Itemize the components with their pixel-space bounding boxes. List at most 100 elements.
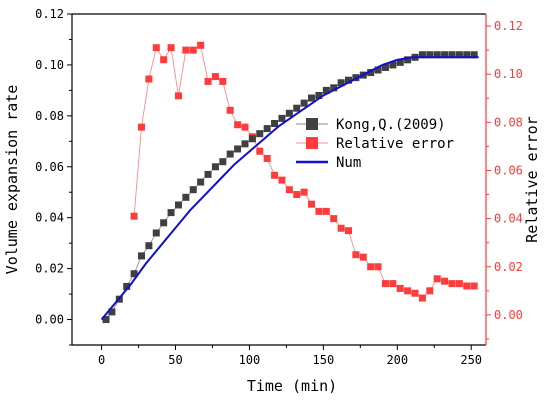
kong-point bbox=[322, 86, 330, 94]
relative-error-point bbox=[344, 227, 352, 235]
relative-error-point bbox=[285, 186, 293, 194]
kong-point bbox=[130, 270, 138, 278]
relative-error-point bbox=[145, 75, 153, 83]
axes: 0 50 100 150 200 250 0.00 0.02 0.04 0.06 0.08 0.10 0… bbox=[35, 7, 523, 367]
kong-point bbox=[337, 79, 345, 87]
y-left-tick-label: 0.02 bbox=[35, 262, 64, 276]
kong-point bbox=[234, 145, 242, 153]
relative-error-point bbox=[352, 251, 360, 259]
kong-point bbox=[374, 66, 382, 74]
kong-point bbox=[381, 63, 389, 71]
relative-error-point bbox=[130, 212, 138, 220]
y-left-tick-label: 0.06 bbox=[35, 160, 64, 174]
relative-error-point bbox=[308, 200, 316, 208]
kong-point bbox=[470, 51, 478, 59]
x-tick-label: 200 bbox=[386, 353, 408, 367]
kong-point bbox=[455, 51, 463, 59]
kong-point bbox=[263, 125, 271, 133]
kong-point bbox=[123, 282, 131, 290]
y-right-tick-label: 0.00 bbox=[494, 308, 523, 322]
kong-point bbox=[219, 158, 227, 166]
kong-point bbox=[189, 186, 197, 194]
kong-point bbox=[174, 201, 182, 209]
legend-kong-label: Kong,Q.(2009) bbox=[336, 117, 446, 133]
kong-point bbox=[300, 99, 308, 107]
relative-error-point bbox=[167, 44, 175, 52]
relative-error-point bbox=[455, 280, 463, 288]
relative-error-point bbox=[152, 44, 160, 52]
kong-point bbox=[160, 219, 168, 227]
kong-point bbox=[315, 91, 323, 99]
relative-error-point bbox=[278, 176, 286, 184]
x-tick-label: 0 bbox=[98, 353, 105, 367]
relative-error-point bbox=[226, 106, 234, 114]
kong-point bbox=[404, 56, 412, 64]
relative-error-point bbox=[389, 280, 397, 288]
legend-relative-error-label: Relative error bbox=[336, 136, 454, 152]
y-right-tick-label: 0.06 bbox=[494, 163, 523, 177]
kong-point bbox=[256, 130, 264, 138]
kong-point bbox=[182, 193, 190, 201]
series-layer bbox=[100, 41, 479, 324]
kong-point bbox=[285, 109, 293, 117]
x-tick-label: 50 bbox=[168, 353, 182, 367]
kong-point bbox=[389, 61, 397, 69]
kong-point bbox=[463, 51, 471, 59]
kong-point bbox=[278, 114, 286, 122]
kong-point bbox=[396, 58, 404, 66]
kong-point bbox=[226, 150, 234, 158]
relative-error-point bbox=[448, 280, 456, 288]
y-left-tick-label: 0.00 bbox=[35, 313, 64, 327]
num-line bbox=[100, 56, 479, 321]
kong-point bbox=[204, 170, 212, 178]
relative-error-point bbox=[174, 92, 182, 100]
relative-error-point bbox=[211, 73, 219, 81]
relative-error-point bbox=[367, 263, 375, 271]
y-right-tick-label: 0.12 bbox=[494, 19, 523, 33]
x-tick-label: 100 bbox=[239, 353, 261, 367]
relative-error-point bbox=[293, 191, 301, 199]
relative-error-point bbox=[241, 123, 249, 131]
relative-error-point bbox=[256, 147, 264, 155]
relative-error-point bbox=[381, 280, 389, 288]
relative-error-point bbox=[470, 282, 478, 290]
kong-point bbox=[418, 51, 426, 59]
relative-error-point bbox=[160, 56, 168, 64]
relative-error-point bbox=[374, 263, 382, 271]
x-axis-label: Time (min) bbox=[247, 377, 337, 395]
kong-point bbox=[448, 51, 456, 59]
y-right-tick-label: 0.08 bbox=[494, 115, 523, 129]
kong-point bbox=[433, 51, 441, 59]
y-left-tick-label: 0.12 bbox=[35, 7, 64, 21]
x-tick-label: 250 bbox=[460, 353, 482, 367]
relative-error-line bbox=[133, 44, 475, 299]
kong-point bbox=[102, 316, 110, 324]
relative-error-point bbox=[411, 289, 419, 297]
relative-error-point bbox=[271, 171, 279, 179]
relative-error-point bbox=[315, 207, 323, 215]
y-left-tick-label: 0.08 bbox=[35, 109, 64, 123]
kong-point bbox=[108, 308, 116, 316]
relative-error-point bbox=[197, 41, 205, 49]
kong-point bbox=[271, 119, 279, 127]
y-axis-left-label: Volume expansion rate bbox=[3, 85, 21, 275]
relative-error-point bbox=[204, 77, 212, 85]
relative-error-point bbox=[330, 215, 338, 223]
y-right-tick-label: 0.10 bbox=[494, 67, 523, 81]
kong-point bbox=[293, 104, 301, 112]
kong-point bbox=[241, 140, 249, 148]
relative-error-point bbox=[300, 188, 308, 196]
relative-error-point bbox=[359, 253, 367, 261]
relative-error-point bbox=[337, 224, 345, 232]
relative-error-point bbox=[433, 275, 441, 283]
kong-point bbox=[426, 51, 434, 59]
relative-error-point bbox=[263, 154, 271, 162]
relative-error-point bbox=[463, 282, 471, 290]
kong-point bbox=[248, 135, 256, 143]
x-tick-label: 150 bbox=[313, 353, 335, 367]
y-right-tick-label: 0.04 bbox=[494, 212, 523, 226]
kong-point bbox=[308, 94, 316, 102]
y-axis-right-label: Relative error bbox=[523, 116, 541, 242]
legend-num-label: Num bbox=[336, 155, 361, 171]
relative-error-point bbox=[418, 294, 426, 302]
